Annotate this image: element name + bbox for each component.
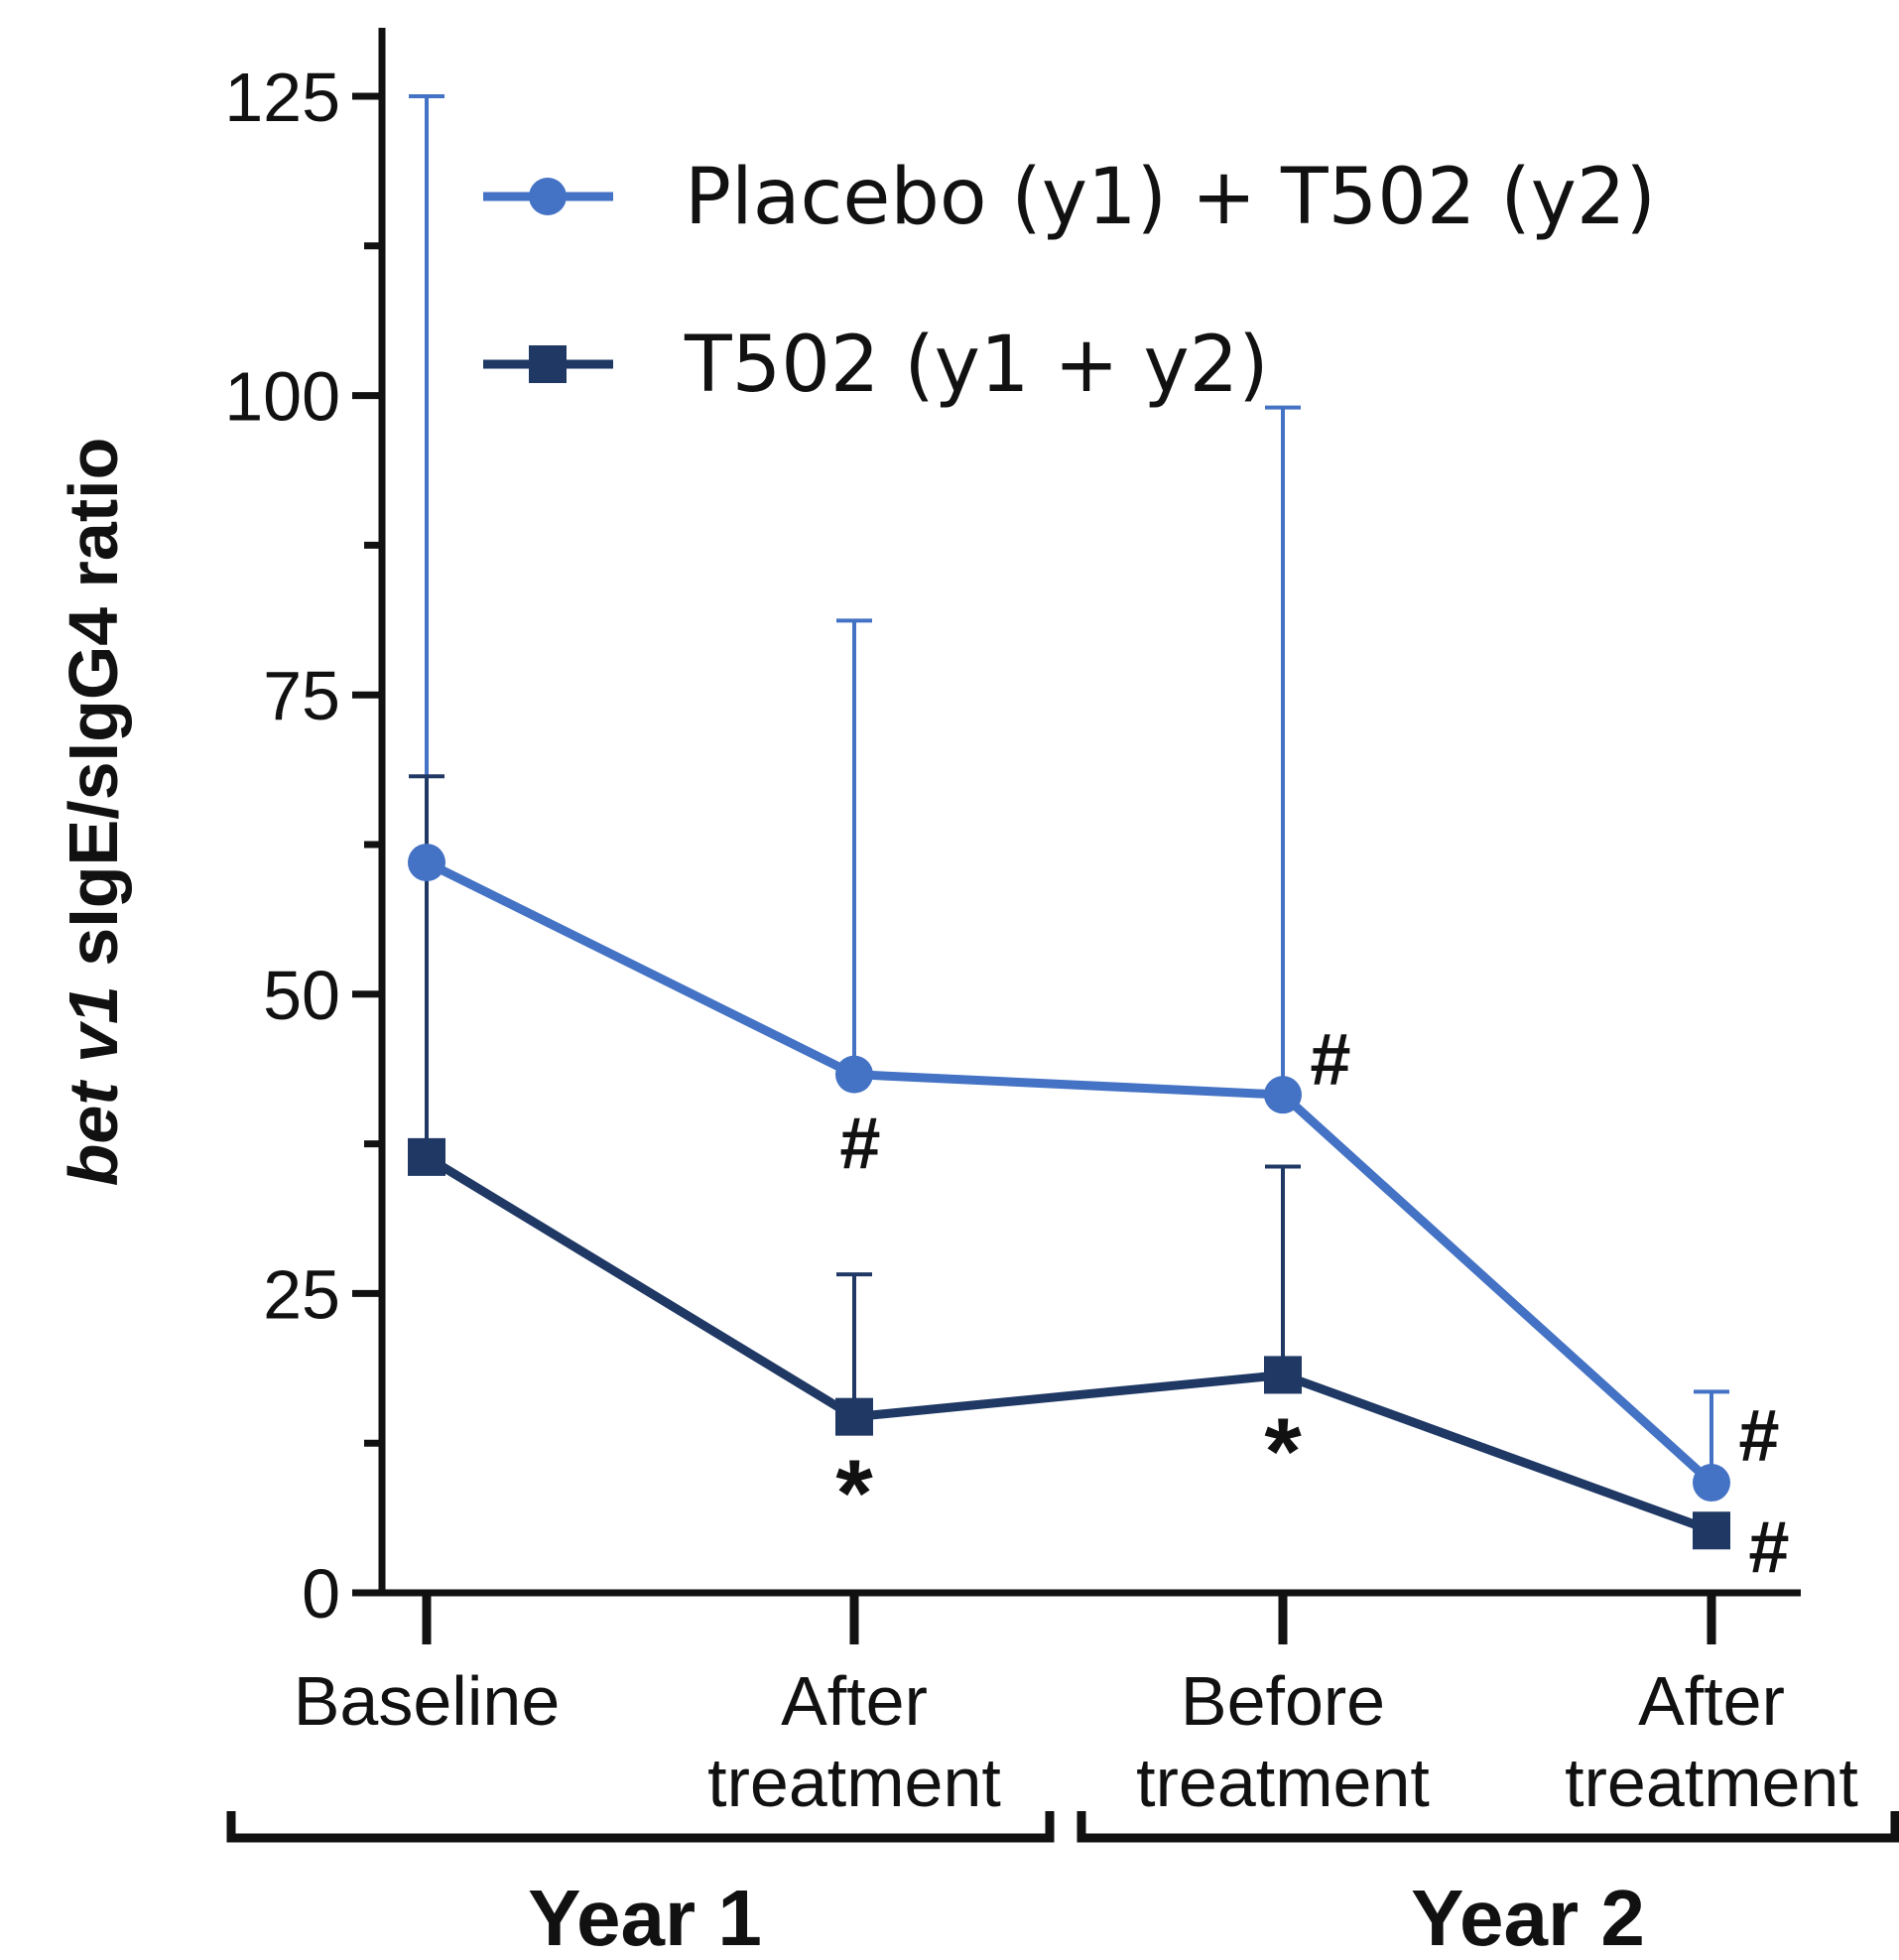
y-tick-label: 75 xyxy=(263,657,340,734)
series-lines xyxy=(424,858,1715,1535)
series-line-t502 xyxy=(424,1153,1713,1535)
group-label: Year 1 xyxy=(528,1874,762,1960)
y-axis-label-italic: bet v1 xyxy=(55,985,132,1186)
annotations: # # # # * * xyxy=(835,1018,1789,1588)
y-tick-label: 125 xyxy=(224,59,340,136)
legend-marker xyxy=(529,178,567,215)
data-point xyxy=(408,844,445,882)
data-point xyxy=(835,1397,873,1436)
data-point xyxy=(1264,1076,1302,1114)
series-markers xyxy=(408,844,1730,1550)
group-bracket xyxy=(1076,1811,1899,1843)
legend: Placebo (y1) + T502 (y2) T502 (y1 + y2) xyxy=(483,153,1656,410)
y-axis-label-rest: sIgE/sIgG4 ratio xyxy=(55,438,132,985)
x-tick-label: After treatment xyxy=(707,1662,1001,1821)
significance-star: * xyxy=(1264,1398,1302,1504)
significance-star: * xyxy=(835,1441,873,1547)
x-tick-label: Before treatment xyxy=(1136,1662,1430,1821)
y-tick-label: 50 xyxy=(263,957,340,1034)
significance-hash: # xyxy=(1748,1505,1789,1588)
y-tick-label: 0 xyxy=(302,1555,340,1633)
data-point xyxy=(1693,1511,1730,1550)
group-label: Year 2 xyxy=(1411,1874,1645,1960)
x-tick-label-line: Baseline xyxy=(294,1662,561,1740)
x-tick-label-line: treatment xyxy=(707,1744,1001,1821)
significance-hash: # xyxy=(1310,1018,1350,1101)
y-tick-label: 100 xyxy=(224,358,340,436)
y-tick-label: 25 xyxy=(263,1255,340,1333)
x-tick-label-line: Before xyxy=(1181,1662,1385,1740)
x-tick-label-line: After xyxy=(781,1662,928,1740)
significance-hash: # xyxy=(839,1103,880,1185)
x-tick-label-line: treatment xyxy=(1565,1744,1858,1821)
x-tick-label-line: After xyxy=(1638,1662,1785,1740)
y-axis-label: bet v1 sIgE/sIgG4 ratio xyxy=(55,438,132,1187)
series-line-placebo-t502 xyxy=(425,858,1715,1487)
data-point xyxy=(408,1137,445,1176)
x-tick-label: Baseline xyxy=(294,1662,561,1740)
data-point xyxy=(1693,1464,1730,1503)
data-point xyxy=(1264,1356,1302,1394)
x-tick-label-line: treatment xyxy=(1136,1744,1430,1821)
group-bracket xyxy=(226,1811,1055,1843)
significance-hash: # xyxy=(1738,1394,1779,1477)
data-point xyxy=(835,1055,873,1094)
legend-label: T502 (y1 + y2) xyxy=(684,321,1269,410)
legend-marker xyxy=(529,345,567,383)
error-bars xyxy=(409,94,1729,1484)
legend-label: Placebo (y1) + T502 (y2) xyxy=(685,153,1656,242)
x-tick-label: After treatment xyxy=(1565,1662,1858,1821)
